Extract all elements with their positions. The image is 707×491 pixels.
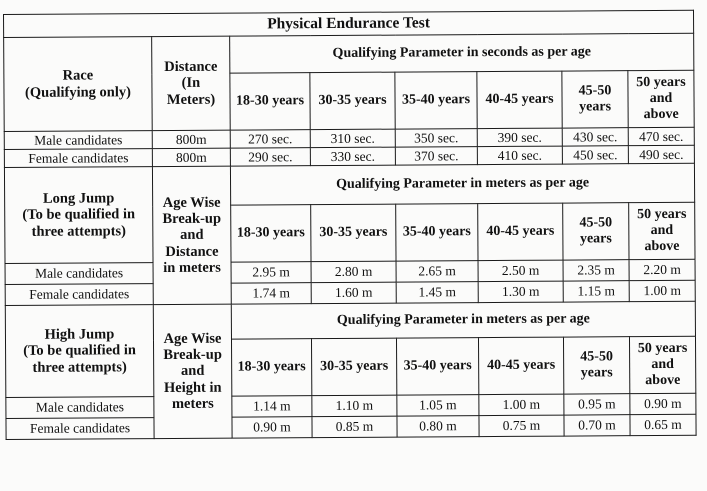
table-cell: 1.74 m: [231, 282, 312, 305]
age-group-header: 50 years and above: [628, 202, 696, 260]
table-cell: 2.65 m: [396, 260, 479, 283]
long-jump-label: Long Jump (To be qualified in three atte…: [4, 166, 154, 264]
table-cell: 330 sec.: [310, 147, 396, 166]
age-group-header: 35-40 years: [395, 203, 479, 262]
age-group-header: 35-40 years: [394, 71, 478, 130]
row-label: Male candidates: [5, 396, 154, 419]
high-jump-parameter-header: Qualifying Parameter in meters as per ag…: [231, 301, 696, 340]
breakup-line: Age Wise: [162, 194, 221, 211]
long-jump-breakup-label: Age Wise Break-up and Distance in meters: [152, 166, 232, 305]
row-label: Female candidates: [4, 148, 153, 168]
long-jump-label-line: Long Jump: [42, 190, 115, 207]
table-cell: 0.90 m: [629, 393, 696, 415]
row-label: Male candidates: [4, 130, 153, 150]
age-group-header: 40-45 years: [478, 337, 564, 395]
race-label-line: (Qualifying only): [24, 83, 131, 101]
table-row: Female candidates 0.90 m 0.85 m 0.80 m 0…: [5, 414, 697, 440]
breakup-line: in meters: [163, 259, 221, 276]
age-group-header: 45-50 years: [563, 336, 630, 395]
table-cell: 1.05 m: [396, 394, 479, 417]
high-jump-breakup-label: Age Wise Break-up and Height in meters: [153, 304, 233, 439]
age-group-header: 30-35 years: [310, 204, 397, 262]
table-cell: 410 sec.: [477, 146, 563, 165]
breakup-line: and: [180, 227, 204, 244]
table-cell: 2.80 m: [311, 261, 397, 283]
table-cell: 0.80 m: [396, 415, 480, 438]
table-cell: 1.00 m: [629, 280, 696, 302]
table-cell: 2.95 m: [231, 261, 312, 284]
long-jump-parameter-header: Qualifying Parameter in meters as per ag…: [230, 163, 695, 206]
age-group-header: 40-45 years: [477, 203, 564, 261]
high-jump-label: High Jump (To be qualified in three atte…: [5, 304, 154, 398]
age-group-header: 18-30 years: [230, 204, 312, 263]
table-cell: 0.65 m: [629, 414, 697, 436]
high-jump-label-line: High Jump: [44, 326, 115, 343]
table-cell: 2.20 m: [629, 259, 696, 281]
table-cell: 290 sec.: [230, 147, 311, 167]
high-jump-label-line: three attempts): [32, 358, 127, 376]
table-cell: 430 sec.: [562, 127, 629, 147]
distance-header: Distance (In Meters): [151, 36, 231, 131]
table-cell: 1.30 m: [478, 281, 564, 303]
table-cell: 0.95 m: [563, 393, 630, 416]
distance-header-line: Meters): [166, 91, 216, 108]
breakup-line: and: [180, 363, 205, 380]
table-cell: 470 sec.: [628, 127, 695, 146]
row-label: Female candidates: [5, 417, 155, 440]
age-group-header: 45-50 years: [561, 70, 629, 129]
row-label: Female candidates: [5, 283, 154, 306]
table-cell: 0.75 m: [478, 415, 565, 437]
distance-header-line: Distance: [164, 58, 218, 76]
table-cell: 0.70 m: [563, 414, 631, 437]
age-group-header: 40-45 years: [476, 71, 563, 129]
breakup-line: Break-up: [162, 210, 222, 228]
physical-endurance-table: Physical Endurance Test Race (Qualifying…: [3, 10, 697, 440]
age-group-header: 50 years and above: [627, 70, 695, 128]
distance-value: 800m: [152, 148, 231, 167]
table-cell: 1.10 m: [311, 395, 397, 417]
table-cell: 0.85 m: [311, 416, 398, 438]
long-jump-label-line: (To be qualified in: [22, 206, 136, 224]
table-cell: 450 sec.: [562, 145, 629, 165]
breakup-line: Height in: [163, 379, 222, 396]
long-jump-label-line: three attempts): [31, 222, 127, 240]
age-group-header: 30-35 years: [309, 72, 396, 130]
breakup-line: Age Wise: [163, 330, 222, 347]
breakup-line: Distance: [165, 243, 219, 260]
high-jump-label-line: (To be qualified in: [23, 342, 136, 360]
table-cell: 390 sec.: [477, 128, 563, 147]
table-cell: 1.15 m: [563, 280, 630, 303]
table-cell: 1.60 m: [311, 282, 397, 304]
table-cell: 1.14 m: [231, 395, 312, 418]
distance-header-line: (In: [181, 75, 201, 92]
table-cell: 310 sec.: [310, 129, 396, 148]
row-label: Male candidates: [5, 262, 154, 285]
breakup-line: Break-up: [163, 346, 222, 364]
breakup-line: meters: [171, 395, 214, 412]
table-cell: 1.45 m: [396, 281, 479, 304]
table-cell: 270 sec.: [230, 129, 311, 149]
age-group-header: 30-35 years: [311, 338, 397, 396]
age-group-header: 18-30 years: [229, 72, 311, 131]
age-group-header: 45-50 years: [562, 202, 630, 261]
race-parameter-header: Qualifying Parameter in seconds as per a…: [229, 33, 694, 74]
table-cell: 350 sec.: [395, 128, 478, 148]
distance-value: 800m: [152, 130, 231, 149]
race-label: Race (Qualifying only): [3, 36, 153, 132]
table-cell: 2.50 m: [478, 260, 564, 282]
table-cell: 370 sec.: [395, 146, 478, 166]
race-label-line: Race: [62, 67, 94, 84]
table-cell: 490 sec.: [628, 145, 695, 164]
table-cell: 1.00 m: [478, 394, 564, 416]
table-cell: 2.35 m: [563, 259, 630, 282]
table-cell: 0.90 m: [231, 416, 313, 439]
age-group-header: 50 years and above: [629, 336, 696, 394]
age-group-header: 35-40 years: [396, 337, 479, 396]
age-group-header: 18-30 years: [231, 338, 312, 397]
